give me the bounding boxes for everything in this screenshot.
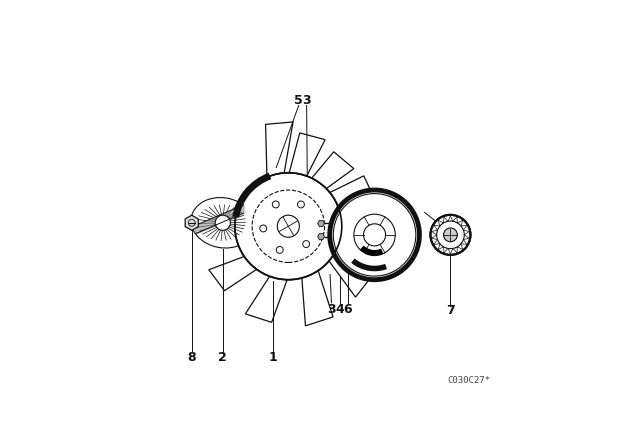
Text: 2: 2: [218, 351, 227, 364]
Circle shape: [272, 201, 279, 208]
Circle shape: [330, 190, 419, 280]
Circle shape: [364, 224, 386, 246]
Circle shape: [215, 215, 230, 230]
Polygon shape: [317, 233, 324, 240]
Polygon shape: [327, 176, 376, 209]
Text: 4: 4: [336, 302, 344, 315]
Circle shape: [276, 246, 283, 254]
Polygon shape: [289, 133, 325, 178]
Text: 1: 1: [268, 351, 277, 364]
Text: 5: 5: [294, 94, 303, 107]
Text: 8: 8: [188, 351, 196, 364]
Text: 3: 3: [302, 94, 311, 107]
Circle shape: [260, 225, 267, 232]
Polygon shape: [327, 244, 373, 297]
Text: C030C27*: C030C27*: [447, 376, 490, 385]
Circle shape: [431, 215, 470, 255]
Polygon shape: [310, 152, 354, 190]
Polygon shape: [185, 215, 198, 230]
Polygon shape: [317, 220, 324, 227]
Circle shape: [444, 228, 458, 242]
Polygon shape: [245, 274, 288, 323]
Text: 3: 3: [327, 302, 336, 315]
Polygon shape: [339, 218, 382, 248]
Ellipse shape: [191, 198, 255, 248]
Polygon shape: [209, 255, 259, 291]
Circle shape: [235, 173, 342, 280]
Polygon shape: [266, 122, 293, 180]
Circle shape: [298, 201, 305, 208]
Circle shape: [303, 241, 310, 247]
Text: 7: 7: [446, 304, 455, 317]
Text: 6: 6: [344, 302, 353, 315]
Polygon shape: [301, 268, 333, 326]
